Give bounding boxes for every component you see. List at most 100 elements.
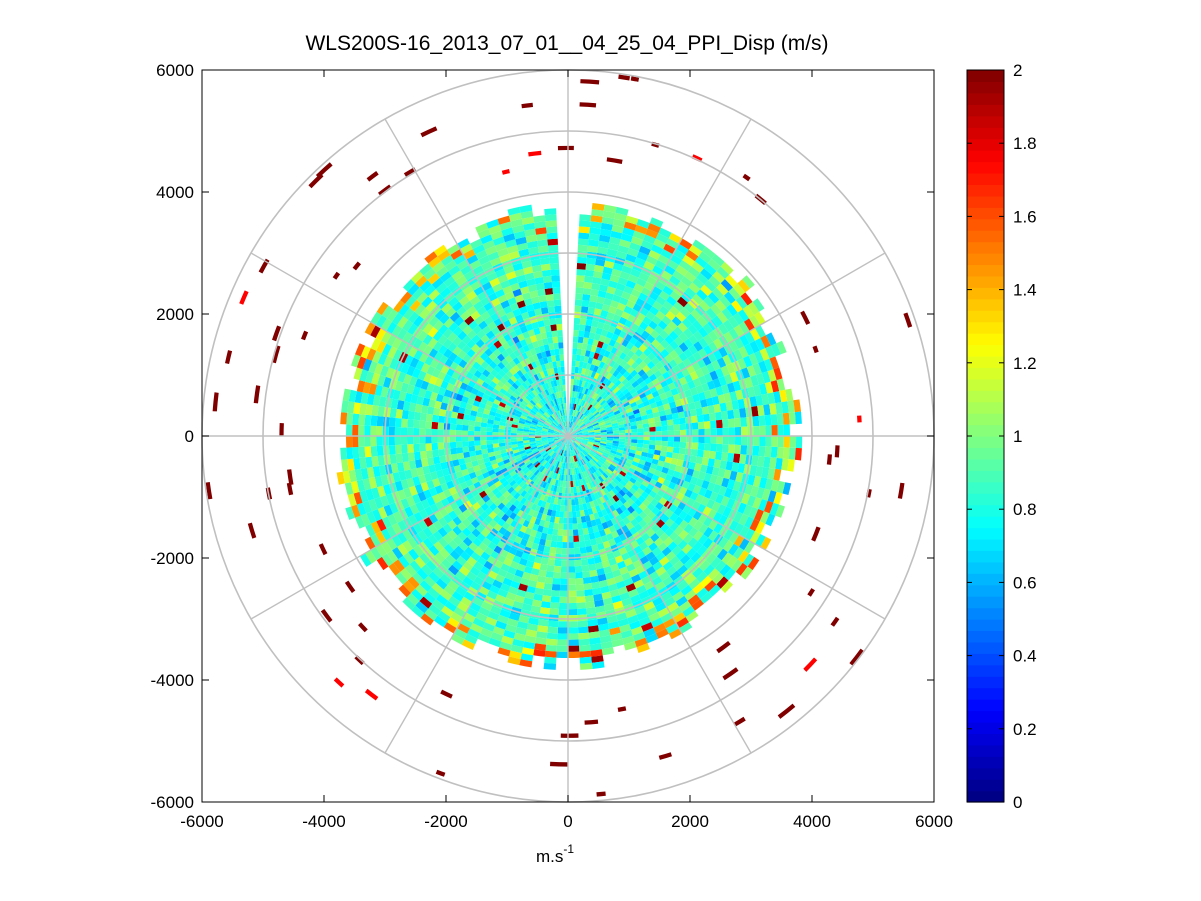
ppi-cell <box>694 256 708 269</box>
ppi-cell <box>413 443 420 453</box>
ppi-cell <box>505 592 517 601</box>
ppi-cell <box>725 401 734 411</box>
ppi-cell <box>651 474 660 482</box>
colorbar-tick-label: 1.2 <box>1013 354 1037 373</box>
ppi-cell <box>612 459 620 465</box>
x-axis-label-main: m.s <box>536 847 563 866</box>
ppi-cell <box>371 487 380 499</box>
ppi-cell <box>563 468 567 475</box>
ppi-cell <box>579 452 584 459</box>
ppi-cell <box>464 546 475 557</box>
ppi-cell <box>421 564 433 576</box>
ppi-cell <box>612 407 620 413</box>
ppi-cell <box>601 521 609 530</box>
ppi-cell <box>757 405 765 416</box>
ppi-cell <box>475 223 489 234</box>
ppi-cell <box>609 236 621 246</box>
ppi-cell <box>589 398 595 405</box>
ppi-cell <box>689 455 697 464</box>
ppi-cell <box>554 385 559 393</box>
ppi-cell <box>507 413 515 419</box>
ppi-cell <box>396 328 408 341</box>
ppi-cell <box>413 545 424 557</box>
ppi-cell <box>588 430 595 433</box>
ppi-cell <box>585 395 591 403</box>
ppi-cell <box>611 422 619 427</box>
ppi-cell <box>712 483 722 494</box>
ppi-cell <box>760 335 771 349</box>
ppi-cell <box>535 283 545 291</box>
ppi-cell <box>340 447 348 460</box>
ppi-outer-return <box>403 167 417 177</box>
ppi-cell <box>647 413 654 419</box>
ppi-cell <box>716 436 723 445</box>
ppi-cell <box>490 631 504 642</box>
ppi-cell <box>572 474 576 481</box>
ppi-cell <box>542 414 549 420</box>
ppi-cell <box>512 499 520 508</box>
ppi-cell <box>573 442 579 447</box>
ppi-cell <box>692 541 703 552</box>
ppi-cell <box>575 429 582 433</box>
ppi-cell <box>650 498 659 507</box>
ppi-cell <box>616 418 624 423</box>
ppi-cell <box>674 346 684 356</box>
ppi-cell <box>462 353 472 363</box>
ppi-outer-return <box>857 415 862 423</box>
ppi-cell <box>560 572 568 579</box>
ppi-cell <box>583 331 591 339</box>
ppi-cell <box>563 511 568 518</box>
ppi-cell <box>419 443 426 452</box>
ppi-cell <box>487 292 498 302</box>
ppi-cell <box>675 595 688 607</box>
ppi-cell <box>523 641 536 650</box>
ppi-cell <box>716 443 723 453</box>
ppi-cell <box>450 417 458 425</box>
ppi-cell <box>516 362 524 370</box>
ppi-cell <box>374 497 384 509</box>
ppi-cell <box>559 397 563 404</box>
ppi-cell <box>540 532 548 540</box>
ppi-cell <box>581 484 586 492</box>
ppi-cell <box>579 324 586 332</box>
ppi-cell <box>674 436 681 442</box>
ppi-cell <box>699 300 711 312</box>
ppi-cell <box>402 319 413 332</box>
ppi-cell <box>539 345 546 353</box>
ppi-cell <box>486 479 495 488</box>
ppi-cell <box>427 457 435 466</box>
ppi-cell <box>530 422 538 426</box>
ppi-cell <box>709 474 718 484</box>
ppi-cell <box>593 492 600 500</box>
ppi-cell <box>680 584 693 596</box>
ppi-cell <box>715 451 723 461</box>
ppi-cell <box>612 438 620 442</box>
ppi-cell <box>386 321 398 335</box>
ppi-cell <box>587 426 594 430</box>
ppi-cell <box>448 510 458 520</box>
ppi-cell <box>576 430 582 434</box>
ppi-cell <box>518 346 526 355</box>
ppi-cell <box>582 527 589 535</box>
ppi-cell <box>665 474 673 482</box>
ppi-cell <box>582 408 588 415</box>
ppi-cell <box>545 395 551 403</box>
ppi-cell <box>707 482 716 492</box>
ppi-cell <box>586 425 594 429</box>
ppi-cell <box>598 361 606 369</box>
ppi-cell <box>460 264 473 276</box>
ppi-cell <box>458 541 469 552</box>
ppi-cell <box>542 441 549 445</box>
ppi-cell <box>546 402 552 409</box>
ppi-cell <box>579 422 585 428</box>
ppi-cell <box>512 575 522 584</box>
ppi-cell <box>588 415 595 421</box>
ppi-cell <box>424 608 438 621</box>
ppi-cell <box>521 216 535 225</box>
ppi-cell <box>374 384 383 397</box>
ppi-cell <box>553 446 559 452</box>
ppi-cell <box>452 336 462 347</box>
ppi-cell <box>629 388 637 395</box>
ppi-cell <box>575 510 581 518</box>
ppi-cell <box>403 487 412 499</box>
